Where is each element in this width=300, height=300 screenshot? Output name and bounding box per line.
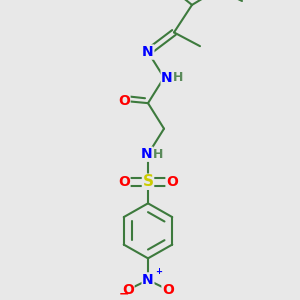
Text: O: O [162,283,174,297]
Text: −: − [119,288,130,300]
Text: +: + [155,267,162,276]
Text: O: O [166,175,178,189]
Text: N: N [141,147,153,161]
Text: S: S [142,174,154,189]
Text: H: H [173,71,183,84]
Text: O: O [122,283,134,297]
Text: N: N [142,273,154,287]
Text: N: N [142,45,154,59]
Text: O: O [118,175,130,189]
Text: O: O [118,94,130,108]
Text: H: H [153,148,163,161]
Text: N: N [161,70,173,85]
